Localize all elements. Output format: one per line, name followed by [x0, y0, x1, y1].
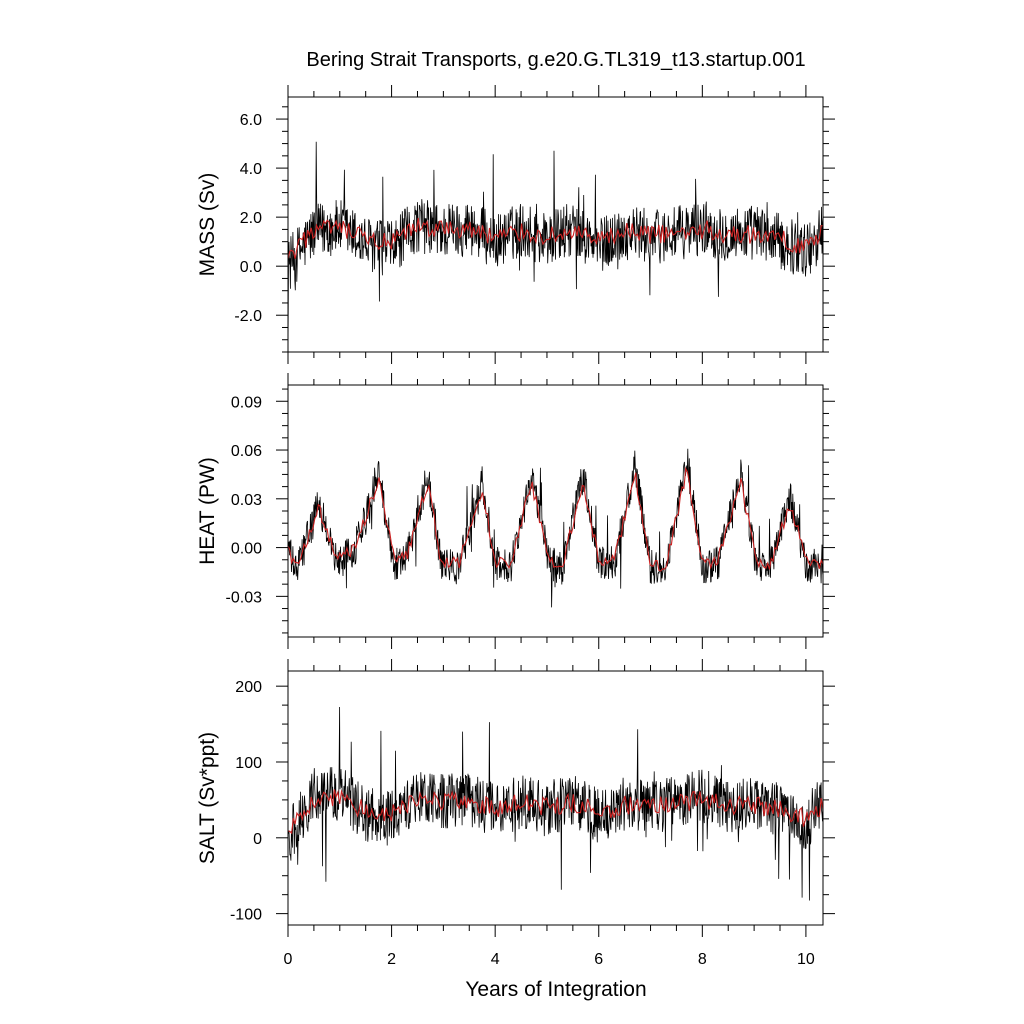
- series-raw-salt: [288, 706, 823, 901]
- series-raw-mass: [288, 141, 823, 352]
- x-axis-tick-labels: 0 2 4 6 8 10: [284, 951, 815, 968]
- plot-frame-mass: [287, 96, 824, 353]
- y-tick-label: 0: [253, 831, 262, 848]
- y-tick-label: 0.00: [231, 541, 262, 558]
- series-raw-heat: [288, 448, 823, 608]
- y-tick-label: 200: [235, 679, 262, 696]
- x-tick-label: 0: [284, 951, 293, 968]
- y-axis-label-heat: HEAT (PW): [196, 457, 219, 565]
- y-tick-label: 100: [235, 755, 262, 772]
- x-tick-label: 2: [387, 951, 396, 968]
- y-axis-label-salt: SALT (Sv*ppt): [196, 732, 219, 864]
- y-tick-label: 0.0: [240, 259, 262, 276]
- series-smoothed-mass: [288, 217, 823, 260]
- x-tick-label: 8: [698, 951, 707, 968]
- y-tick-label: -0.03: [226, 589, 263, 606]
- x-tick-label: 4: [491, 951, 500, 968]
- y-tick-label: -2.0: [234, 308, 262, 325]
- y-tick-label: 2.0: [240, 210, 262, 227]
- x-tick-label: 10: [797, 951, 815, 968]
- y-tick-label: 6.0: [240, 112, 262, 129]
- series-smoothed-salt: [288, 789, 823, 835]
- y-tick-label: -100: [230, 907, 262, 924]
- panel-heat: -0.03 0.00 0.03 0.06 0.09 HEAT (PW): [196, 373, 835, 649]
- panel-salt: -100 0 100 200 SALT (Sv*ppt): [196, 659, 835, 937]
- plot-frame-salt: [287, 670, 824, 926]
- y-tick-label: 4.0: [240, 161, 262, 178]
- y-tick-label: 0.06: [231, 443, 262, 460]
- y-axis-label-mass: MASS (Sv): [196, 173, 219, 277]
- panel-mass: -2.0 0.0 2.0 4.0 6.0 MASS (Sv): [196, 85, 835, 364]
- y-tick-label: 0.09: [231, 394, 262, 411]
- x-tick-label: 6: [594, 951, 603, 968]
- series-smoothed-heat: [288, 466, 823, 572]
- y-tick-label: 0.03: [231, 492, 262, 509]
- chart-title: Bering Strait Transports, g.e20.G.TL319_…: [306, 49, 805, 71]
- x-axis-label: Years of Integration: [465, 978, 646, 1001]
